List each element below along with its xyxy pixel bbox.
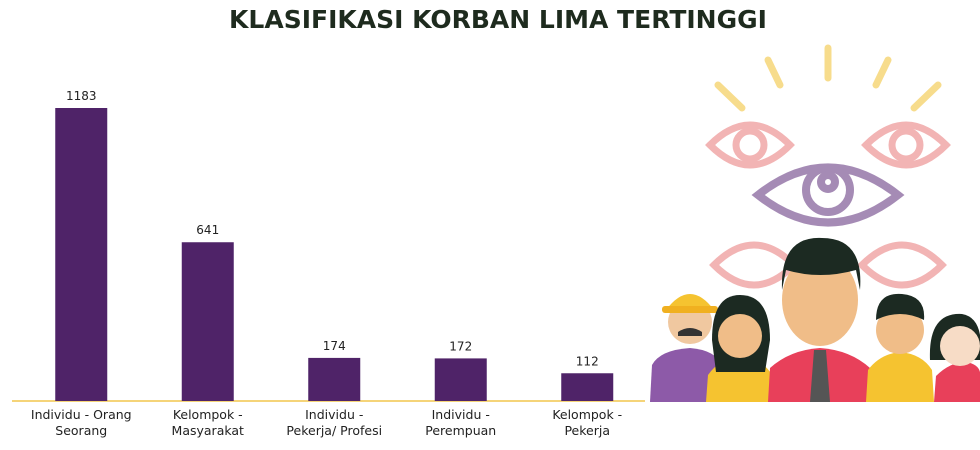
value-label: 641: [196, 223, 219, 237]
x-tick-label: Individu - Perempuan: [425, 407, 497, 438]
bar: [308, 357, 361, 401]
value-label: 172: [449, 339, 472, 353]
bar: [181, 242, 234, 401]
bar: [561, 373, 614, 401]
value-label: 1183: [66, 89, 97, 103]
bar: [434, 358, 487, 401]
x-tick-label: Individu - Orang Seorang: [30, 407, 132, 438]
x-tick-label: Individu - Pekerja/ Profesi: [286, 407, 383, 438]
chart-title: KLASIFIKASI KORBAN LIMA TERTINGGI: [229, 5, 767, 34]
x-tick-label: Kelompok - Masyarakat: [171, 407, 244, 438]
value-label: 112: [576, 354, 599, 368]
illustration: [650, 44, 980, 402]
bar: [55, 108, 108, 401]
x-tick-label: Kelompok - Pekerja: [552, 407, 623, 438]
value-label: 174: [323, 339, 346, 353]
